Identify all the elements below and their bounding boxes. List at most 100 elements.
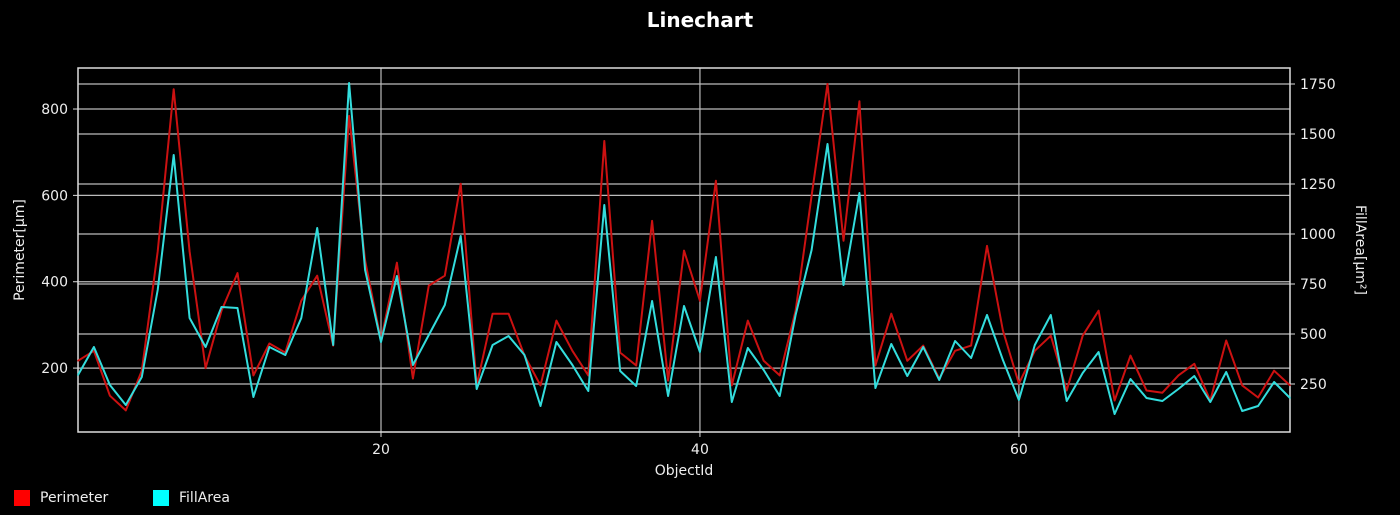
data-point-fillarea <box>810 249 813 251</box>
data-point-fillarea <box>683 305 685 307</box>
data-point-perimeter <box>906 359 909 362</box>
data-point-fillarea <box>651 300 653 302</box>
x-tick-label: 60 <box>1010 442 1028 458</box>
data-point-fillarea <box>874 387 877 389</box>
data-point-fillarea <box>220 306 223 308</box>
data-point-perimeter <box>746 319 749 322</box>
data-point-fillarea <box>1177 388 1180 390</box>
data-point-fillarea <box>459 235 462 237</box>
data-point-fillarea <box>332 344 334 346</box>
data-point-perimeter <box>890 312 893 315</box>
data-point-perimeter <box>619 351 622 354</box>
data-point-perimeter <box>970 344 972 347</box>
data-point-fillarea <box>954 340 956 342</box>
data-point-perimeter <box>412 377 414 380</box>
data-point-fillarea <box>125 404 127 406</box>
data-point-fillarea <box>475 388 478 390</box>
data-point-perimeter <box>1113 399 1116 402</box>
data-point-perimeter <box>396 261 398 264</box>
data-point-fillarea <box>1225 371 1228 373</box>
data-point-fillarea <box>396 275 398 277</box>
data-point-perimeter <box>316 274 319 277</box>
data-point-fillarea <box>109 384 111 386</box>
y2-axis-label: FillArea[µm²] <box>1352 205 1368 295</box>
data-point-fillarea <box>252 396 255 398</box>
data-point-fillarea <box>348 82 350 84</box>
y-tick-label: 600 <box>41 188 68 204</box>
data-point-perimeter <box>459 182 462 185</box>
data-point-fillarea <box>619 370 622 372</box>
data-point-perimeter <box>252 374 255 377</box>
data-point-perimeter <box>1034 350 1036 352</box>
data-point-fillarea <box>1193 375 1196 377</box>
data-point-perimeter <box>1241 384 1243 387</box>
data-point-fillarea <box>1273 381 1275 383</box>
data-point-perimeter <box>1097 309 1100 312</box>
data-point-perimeter <box>188 250 191 253</box>
data-point-perimeter <box>1145 389 1148 392</box>
data-point-perimeter <box>348 115 350 117</box>
data-point-perimeter <box>1081 334 1084 337</box>
data-point-perimeter <box>986 245 988 247</box>
data-point-fillarea <box>826 143 829 145</box>
data-point-fillarea <box>731 401 733 403</box>
chart-title: Linechart <box>646 8 754 32</box>
data-point-perimeter <box>842 239 845 242</box>
data-point-fillarea <box>523 354 526 356</box>
data-point-perimeter <box>874 364 877 367</box>
data-point-fillarea <box>236 307 239 309</box>
data-point-fillarea <box>938 379 940 381</box>
data-point-fillarea <box>1129 378 1132 380</box>
data-point-fillarea <box>1257 405 1259 407</box>
y2-tick-label: 1500 <box>1300 127 1336 143</box>
data-point-fillarea <box>316 227 319 229</box>
data-point-fillarea <box>491 344 494 346</box>
series-line-perimeter <box>77 83 1291 412</box>
data-point-perimeter <box>539 384 542 387</box>
legend-swatch-perimeter <box>14 490 30 506</box>
data-point-fillarea <box>922 346 925 348</box>
data-point-perimeter <box>1257 396 1259 399</box>
data-point-fillarea <box>1018 399 1020 401</box>
data-point-perimeter <box>922 344 925 347</box>
data-point-fillarea <box>188 317 191 319</box>
data-point-fillarea <box>284 354 287 356</box>
data-point-perimeter <box>731 384 733 387</box>
data-point-fillarea <box>380 341 382 343</box>
data-point-perimeter <box>555 319 558 322</box>
data-point-fillarea <box>364 269 366 271</box>
data-point-fillarea <box>858 192 861 194</box>
data-point-perimeter <box>635 364 637 367</box>
legend-label-perimeter: Perimeter <box>40 490 109 506</box>
data-point-fillarea <box>443 304 446 306</box>
data-point-fillarea <box>778 395 781 397</box>
data-point-perimeter <box>715 179 717 182</box>
y2-tick-label: 500 <box>1300 327 1327 343</box>
y2-tick-label: 750 <box>1300 277 1327 293</box>
data-point-perimeter <box>1177 374 1180 377</box>
data-point-fillarea <box>204 346 207 348</box>
data-point-perimeter <box>204 367 207 369</box>
data-point-perimeter <box>172 88 175 90</box>
y-tick-label: 200 <box>41 361 68 377</box>
data-point-fillarea <box>1161 400 1164 402</box>
data-point-fillarea <box>412 364 414 366</box>
data-point-fillarea <box>986 314 988 316</box>
data-point-perimeter <box>77 359 79 362</box>
data-point-fillarea <box>1209 401 1212 403</box>
data-point-perimeter <box>491 312 494 315</box>
data-point-perimeter <box>1289 384 1291 387</box>
data-point-fillarea <box>555 341 558 343</box>
data-point-fillarea <box>1081 372 1084 374</box>
y2-tick-label: 1750 <box>1300 77 1336 93</box>
x-axis-label: ObjectId <box>655 463 714 479</box>
data-point-perimeter <box>1129 354 1132 357</box>
legend-item-fillarea: FillArea <box>153 490 230 506</box>
legend-item-perimeter: Perimeter <box>14 490 108 506</box>
data-point-fillarea <box>794 314 797 316</box>
data-point-perimeter <box>603 140 606 142</box>
data-point-fillarea <box>156 289 159 291</box>
data-point-perimeter <box>826 83 829 85</box>
y2-tick-label: 250 <box>1300 377 1327 393</box>
